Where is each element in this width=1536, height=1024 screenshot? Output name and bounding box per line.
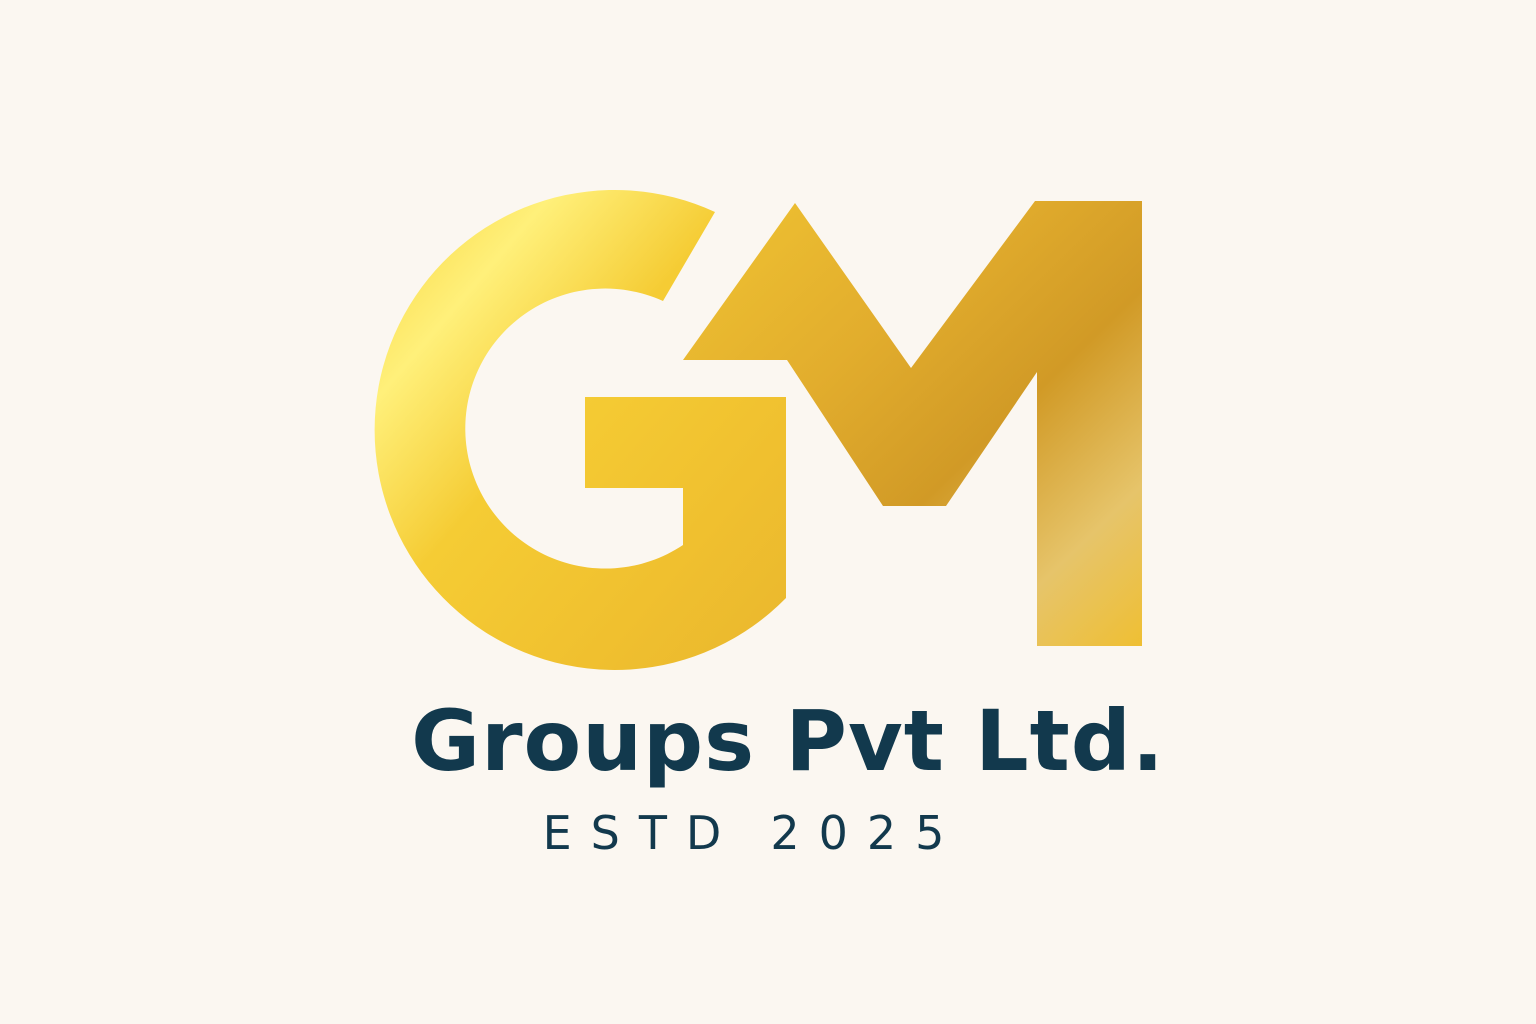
established-label: ESTD (542, 806, 741, 860)
company-name: Groups Pvt Ltd. (411, 692, 1165, 790)
established-year: 2025 (770, 806, 964, 860)
established-line: ESTD 2025 (0, 806, 1536, 860)
letter-m-shape (683, 201, 1142, 646)
letter-g-shape (374, 189, 786, 670)
